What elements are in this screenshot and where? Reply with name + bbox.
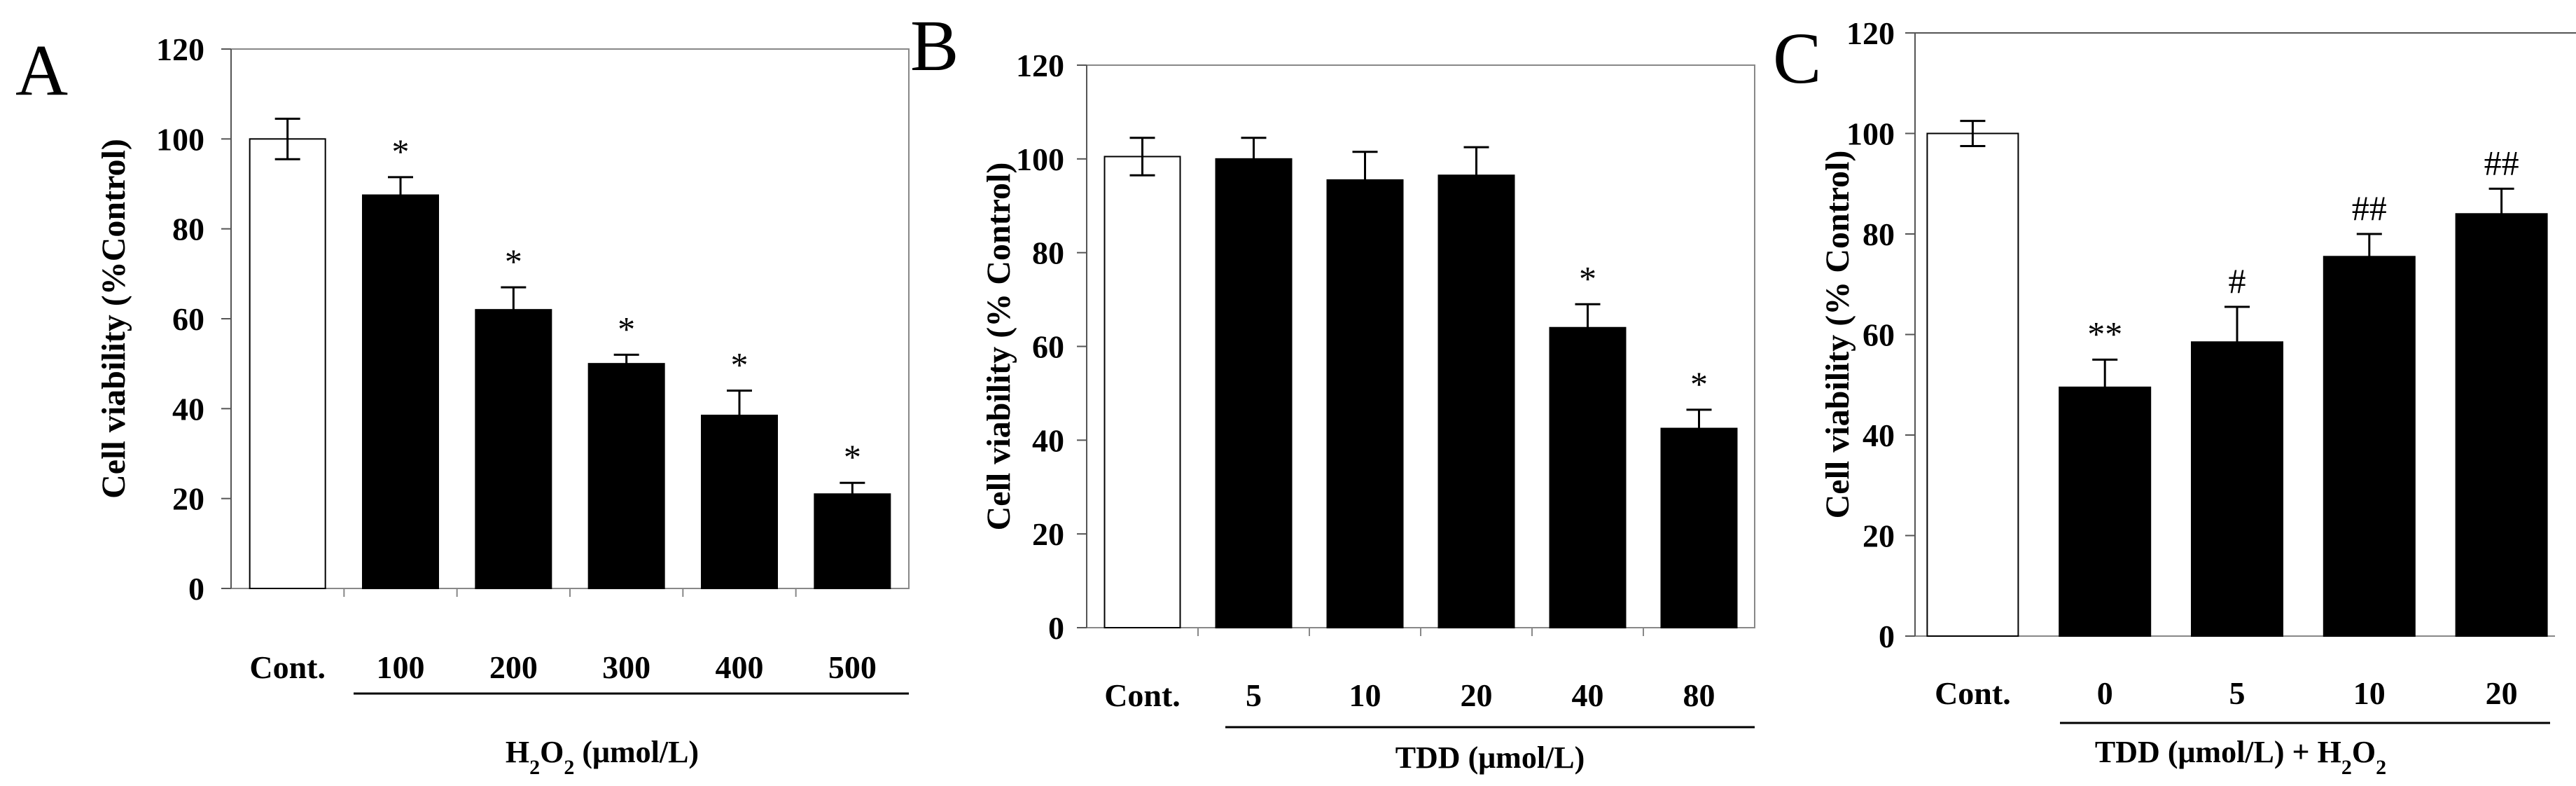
y-tick-label: 80 xyxy=(1863,216,1895,252)
x-group-label: TDD (μmol/L) + H2O2 xyxy=(2095,735,2386,779)
x-category-label: Cont. xyxy=(1935,675,2011,711)
y-tick-label: 120 xyxy=(1846,15,1895,51)
significance-marker: * xyxy=(1579,258,1596,298)
plot-frame xyxy=(1086,64,1755,628)
x-category-label: Cont. xyxy=(249,649,326,685)
bar xyxy=(2455,213,2548,637)
significance-marker: * xyxy=(844,437,861,476)
y-tick-label: 80 xyxy=(1032,235,1064,271)
x-category-label: 20 xyxy=(1461,677,1493,713)
x-category-label: 100 xyxy=(377,649,425,685)
bar xyxy=(814,493,891,589)
panel-letter: A xyxy=(15,30,68,111)
y-tick-label: 40 xyxy=(172,391,204,427)
y-axis-label: Cell viability (% Control) xyxy=(980,163,1017,531)
x-category-label: 200 xyxy=(489,649,538,685)
y-tick-label: 80 xyxy=(172,212,204,247)
significance-marker: ## xyxy=(2352,188,2387,228)
y-tick-label: 20 xyxy=(1863,518,1895,554)
y-axis-label: Cell viability (%Control) xyxy=(95,139,132,499)
bar xyxy=(2323,256,2416,637)
bar xyxy=(1326,179,1404,628)
bar xyxy=(1549,326,1627,628)
significance-marker: * xyxy=(618,309,635,348)
significance-marker: * xyxy=(505,242,522,281)
bar xyxy=(249,138,326,590)
panel-letter: B xyxy=(910,6,959,86)
x-category-label: 500 xyxy=(828,649,877,685)
x-category-label: 5 xyxy=(1246,677,1262,713)
y-tick-label: 120 xyxy=(156,32,204,67)
chart-panel-b: B 0 20 40 60 80 100 120 Cell viability (% Contro… xyxy=(910,6,1755,775)
significance-marker: ## xyxy=(2484,143,2519,182)
bar xyxy=(701,414,778,589)
x-category-label: 80 xyxy=(1683,677,1715,713)
y-tick-label: 60 xyxy=(1863,317,1895,353)
bar xyxy=(1926,132,2019,637)
y-tick-label: 100 xyxy=(1846,116,1895,152)
y-tick-label: 20 xyxy=(172,481,204,517)
y-tick-label: 60 xyxy=(1032,329,1064,365)
panel-letter: C xyxy=(1773,18,1821,99)
significance-marker: * xyxy=(1690,364,1708,404)
y-tick-label: 100 xyxy=(156,121,204,157)
x-category-label: 5 xyxy=(2229,675,2246,711)
y-tick-label: 120 xyxy=(1016,48,1064,83)
significance-marker: ** xyxy=(2087,314,2122,353)
x-category-label: 10 xyxy=(2353,675,2386,711)
chart-panel-a: A 0 20 40 60 80 100 120 Cell viability (%Control… xyxy=(15,30,910,779)
bar xyxy=(1215,158,1293,629)
bar xyxy=(362,194,439,589)
x-category-label: 400 xyxy=(716,649,764,685)
bar xyxy=(1660,427,1738,629)
plot-frame xyxy=(230,48,910,589)
bar xyxy=(2059,386,2152,637)
y-tick-label: 40 xyxy=(1863,418,1895,453)
bar xyxy=(1437,174,1515,629)
x-category-label: Cont. xyxy=(1104,677,1181,713)
significance-marker: # xyxy=(2229,261,2246,301)
x-group-label: TDD (μmol/L) xyxy=(1395,740,1585,775)
x-category-label: 40 xyxy=(1572,677,1604,713)
significance-marker: * xyxy=(392,132,410,171)
bar xyxy=(587,363,665,590)
y-tick-label: 0 xyxy=(188,571,204,607)
y-axis-label: Cell viability (% Control) xyxy=(1819,151,1856,519)
bar xyxy=(475,309,552,589)
x-group-label: H2O2 (μmol/L) xyxy=(506,735,699,779)
x-category-label: 10 xyxy=(1349,677,1381,713)
y-tick-label: 0 xyxy=(1879,619,1895,654)
bar xyxy=(2191,341,2283,637)
x-category-label: 300 xyxy=(602,649,650,685)
y-tick-label: 40 xyxy=(1032,422,1064,458)
significance-marker: * xyxy=(731,345,749,385)
bar xyxy=(1103,156,1181,629)
y-tick-label: 0 xyxy=(1048,610,1064,646)
x-category-label: 0 xyxy=(2097,675,2113,711)
y-tick-label: 60 xyxy=(172,301,204,337)
y-tick-label: 20 xyxy=(1032,516,1064,552)
y-tick-label: 100 xyxy=(1016,142,1064,177)
x-category-label: 20 xyxy=(2486,675,2518,711)
